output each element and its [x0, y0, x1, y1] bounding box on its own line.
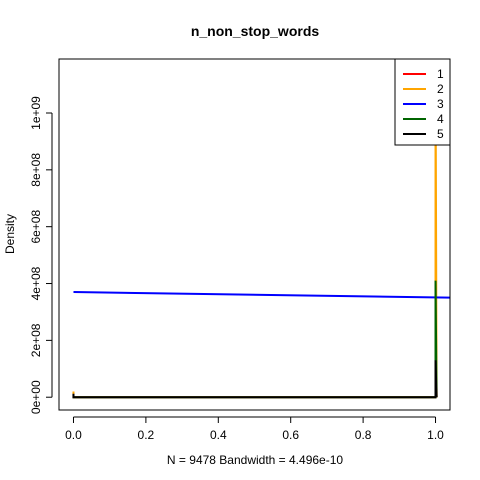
x-tick-label: 0.2 [138, 428, 155, 442]
legend-label-3: 3 [437, 97, 444, 111]
x-tick-label: 0.8 [355, 428, 372, 442]
legend-label-5: 5 [437, 127, 444, 141]
series-line-1 [72, 283, 438, 399]
x-axis: 0.0 0.2 0.4 0.6 0.8 1.0 [65, 416, 444, 442]
x-axis-label: N = 9478 Bandwidth = 4.496e-10 [167, 453, 343, 467]
x-tick-label: 0.4 [210, 428, 227, 442]
legend-label-1: 1 [437, 67, 444, 81]
x-tick-label: 1.0 [427, 428, 444, 442]
y-tick-label: 1e+09 [29, 96, 43, 130]
legend-label-2: 2 [437, 82, 444, 96]
y-axis: 0e+00 2e+08 4e+08 6e+08 8e+08 1e+09 [29, 96, 53, 414]
y-tick-label: 4e+08 [29, 266, 43, 300]
series-line-2 [72, 59, 438, 399]
y-tick-label: 0e+00 [29, 380, 43, 414]
legend-label-4: 4 [437, 112, 444, 126]
plot-frame [58, 58, 451, 411]
x-tick-label: 0.6 [282, 428, 299, 442]
series-line-3 [73, 291, 450, 299]
x-tick-label: 0.0 [65, 428, 82, 442]
y-tick-label: 2e+08 [29, 323, 43, 357]
y-axis-label: Density [3, 214, 17, 254]
y-tick-label: 6e+08 [29, 210, 43, 244]
chart-title: n_non_stop_words [191, 23, 320, 39]
y-tick-label: 8e+08 [29, 153, 43, 187]
series-line-5 [72, 360, 438, 399]
series-line-4 [72, 280, 438, 399]
